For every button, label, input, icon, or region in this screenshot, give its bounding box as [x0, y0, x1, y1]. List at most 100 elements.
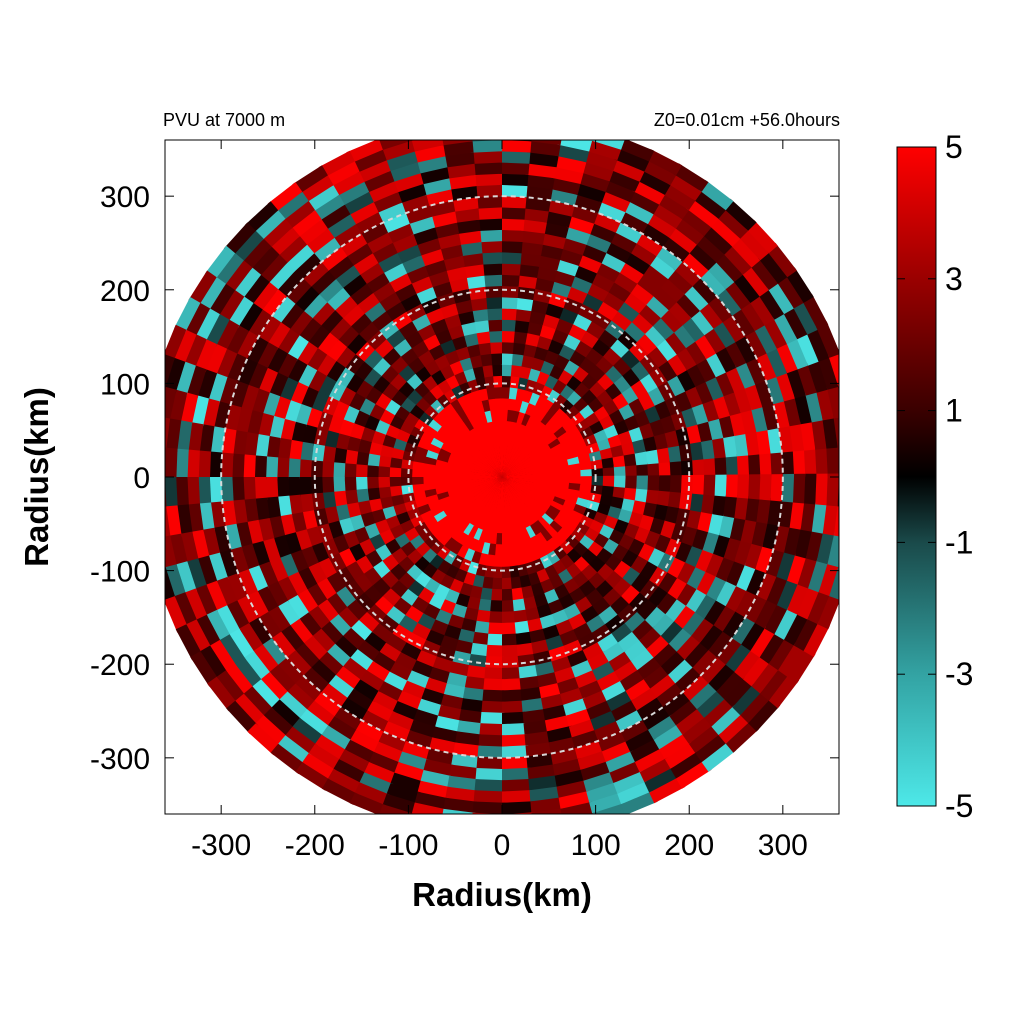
- pv-cell: [302, 424, 318, 446]
- pv-cell: [529, 786, 562, 803]
- pv-cell: [620, 718, 651, 743]
- pv-cell: [553, 515, 568, 528]
- pv-cell: [267, 581, 290, 609]
- pv-cell: [411, 469, 424, 478]
- pv-cell: [226, 700, 259, 735]
- pv-cell: [472, 631, 490, 646]
- pv-cell: [647, 475, 660, 491]
- pv-cell: [658, 570, 679, 594]
- pv-cell: [488, 543, 497, 556]
- pv-cell: [453, 742, 482, 758]
- pv-cell: [472, 502, 483, 515]
- pv-cell: [322, 538, 340, 560]
- pv-cell: [499, 240, 523, 254]
- pv-cell: [378, 681, 405, 703]
- pv-cell: [792, 299, 819, 335]
- pv-cell: [340, 274, 367, 298]
- pv-cell: [510, 508, 518, 521]
- pv-cell: [723, 494, 738, 519]
- pv-cell: [845, 504, 861, 540]
- pv-cell: [310, 460, 323, 479]
- pv-cell: [597, 502, 612, 516]
- pv-cell: [344, 449, 359, 466]
- pv-cell: [289, 618, 315, 646]
- pv-cell: [686, 565, 708, 590]
- pv-cell: [532, 457, 545, 466]
- pv-cell: [390, 233, 418, 255]
- pv-cell: [423, 425, 438, 439]
- pv-cell: [703, 456, 716, 477]
- pv-cell: [495, 409, 502, 422]
- pv-cell: [418, 248, 444, 267]
- pv-cell: [485, 459, 495, 470]
- pv-cell: [479, 353, 493, 367]
- pv-cell: [143, 507, 159, 543]
- pv-cell: [511, 463, 522, 472]
- pv-cell: [585, 282, 609, 302]
- pv-cell: [556, 486, 569, 495]
- pv-cell: [527, 140, 562, 146]
- pv-cell: [462, 392, 476, 407]
- pv-cell: [318, 150, 355, 178]
- pv-cell: [502, 577, 513, 590]
- pv-cell: [674, 292, 701, 319]
- pv-cell: [768, 673, 800, 709]
- pv-cell: [524, 476, 537, 480]
- pv-cell: [695, 547, 715, 573]
- pv-cell: [755, 350, 777, 381]
- pv-cell: [608, 650, 634, 673]
- pv-cell: [456, 479, 469, 486]
- pv-cell: [502, 466, 509, 477]
- pv-cell: [483, 462, 494, 471]
- pv-cell: [335, 666, 363, 691]
- pv-cell: [748, 698, 781, 732]
- pv-cell: [527, 447, 540, 458]
- pv-cell: [223, 260, 253, 293]
- pv-cell: [241, 543, 261, 573]
- pv-cell: [205, 580, 229, 614]
- pv-cell: [653, 642, 679, 667]
- pv-cell: [383, 721, 413, 743]
- pv-cell: [260, 288, 287, 319]
- pv-cell: [165, 447, 178, 481]
- pv-cell: [682, 715, 715, 745]
- pv-cell: [387, 161, 421, 183]
- pv-cell: [454, 219, 481, 235]
- pv-cell: [312, 194, 345, 222]
- pv-cell: [507, 498, 515, 511]
- pv-cell: [311, 443, 325, 464]
- pv-cell: [705, 551, 725, 577]
- pv-cell: [665, 597, 688, 622]
- pv-cell: [653, 723, 686, 750]
- pv-cell: [544, 564, 560, 580]
- pv-cell: [232, 430, 248, 458]
- pv-cell: [379, 804, 415, 814]
- pv-cell: [664, 504, 680, 524]
- pv-cell: [609, 760, 643, 784]
- pv-cell: [398, 293, 422, 313]
- pv-cell: [478, 435, 488, 448]
- pv-cell: [368, 442, 383, 457]
- pv-cell: [478, 411, 488, 425]
- colorbar-tick-label: -5: [945, 788, 973, 824]
- pv-cell: [472, 173, 502, 187]
- pv-cell: [471, 161, 502, 176]
- pv-cell: [552, 269, 576, 287]
- pv-cell: [327, 768, 363, 795]
- pv-cell: [639, 757, 674, 783]
- pv-cell: [660, 649, 687, 676]
- pv-cell: [395, 652, 419, 672]
- pv-cell: [215, 319, 240, 352]
- pv-cell: [417, 780, 451, 799]
- pv-cell: [348, 283, 374, 307]
- pv-cell: [299, 477, 312, 497]
- pv-cell: [580, 243, 607, 264]
- pv-cell: [540, 448, 554, 458]
- pv-cell: [446, 672, 469, 689]
- pv-cell: [478, 598, 493, 612]
- pv-cell: [378, 731, 409, 753]
- pv-cell: [487, 458, 496, 469]
- pv-cell: [639, 513, 655, 531]
- pv-cell: [634, 487, 649, 503]
- pv-cell: [221, 428, 237, 457]
